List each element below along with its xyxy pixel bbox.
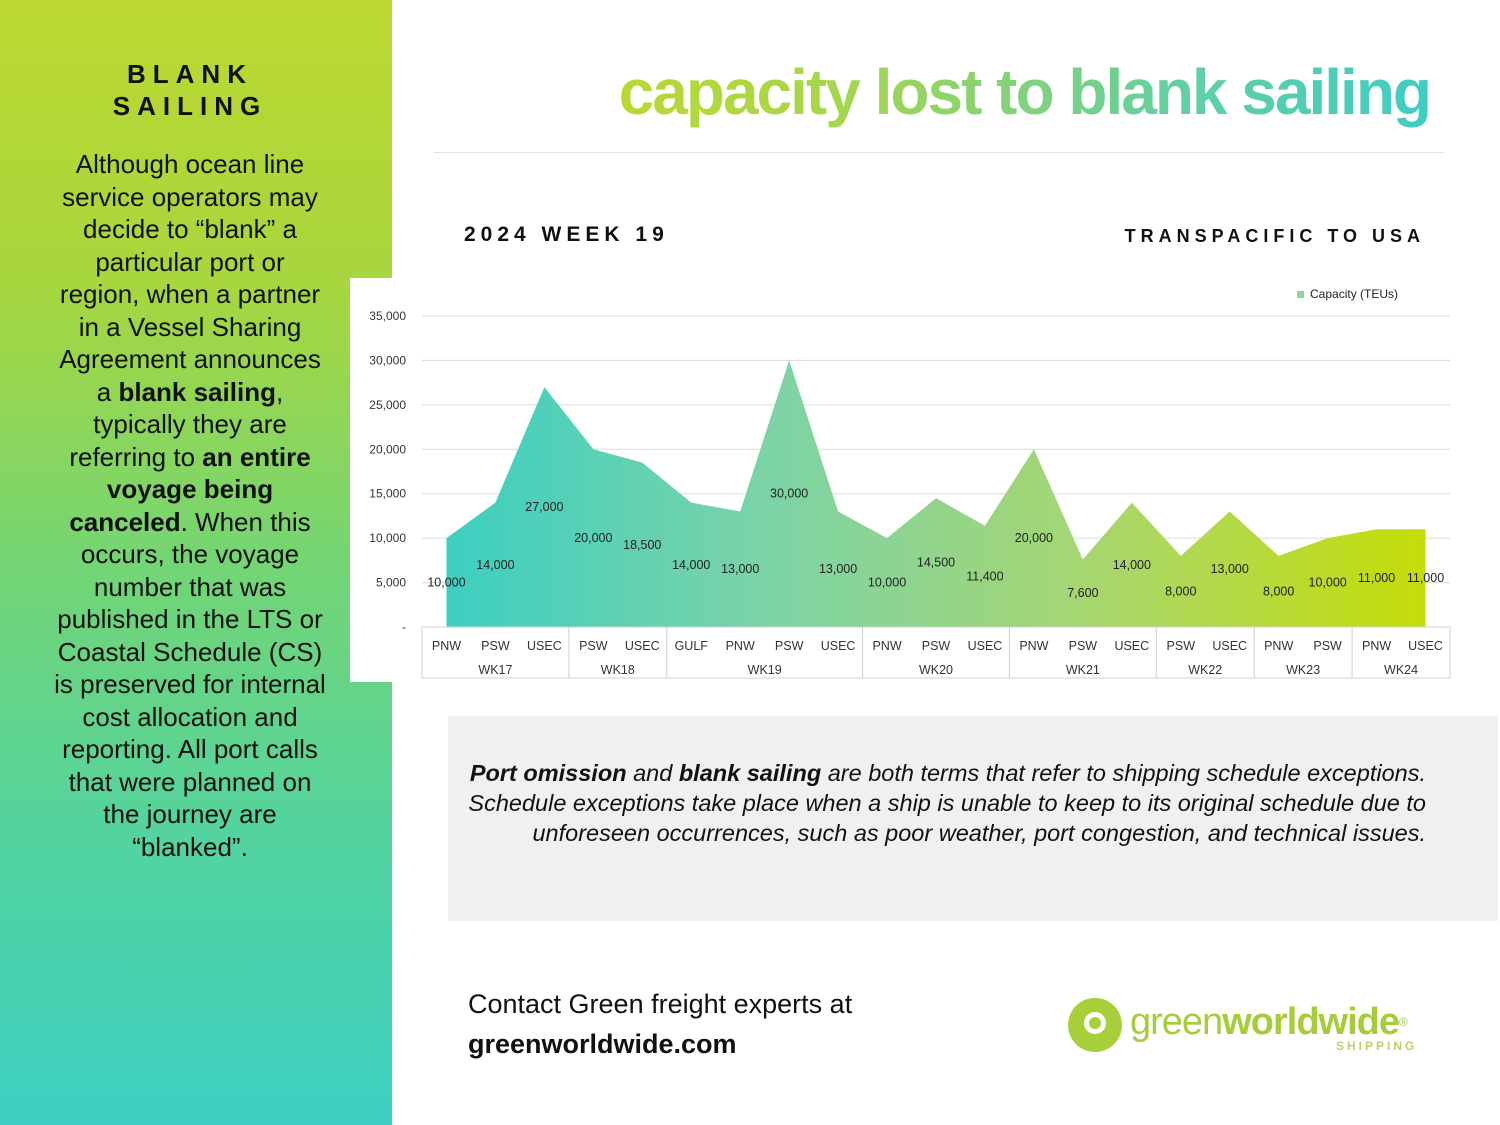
sidebar-body-text-1: Although ocean line service operators ma…	[59, 149, 321, 407]
x-tick-label: PNW	[1362, 639, 1391, 653]
x-tick-label: PSW	[922, 639, 951, 653]
logo-word-2: worldwide	[1222, 1001, 1400, 1043]
info-text-2: are both terms that refer to shipping sc…	[468, 760, 1426, 846]
x-tick-label: PSW	[775, 639, 804, 653]
group-label: WK23	[1286, 663, 1320, 677]
y-tick-label: 35,000	[369, 309, 406, 323]
data-label: 8,000	[1263, 584, 1294, 598]
y-tick-label: 25,000	[369, 398, 406, 412]
logo-mark-icon	[1068, 998, 1122, 1052]
data-label: 13,000	[819, 562, 857, 576]
data-label: 10,000	[427, 576, 465, 590]
data-label: 7,600	[1067, 586, 1098, 600]
group-label: WK17	[478, 663, 512, 677]
region-label: TRANSPACIFIC TO USA	[1124, 226, 1425, 246]
info-text-1: and	[626, 760, 679, 786]
x-tick-label: USEC	[1212, 639, 1247, 653]
data-label: 30,000	[770, 487, 808, 501]
contact-url-link[interactable]: greenworldwide.com	[468, 1029, 737, 1059]
x-tick-label: USEC	[1114, 639, 1149, 653]
logo-wordmark: greenworldwide®	[1130, 1001, 1408, 1043]
info-bold-1: Port omission	[469, 760, 627, 786]
y-tick-label: -	[402, 620, 406, 634]
info-bold-2: blank sailing	[678, 760, 822, 786]
x-tick-label: GULF	[675, 639, 709, 653]
sidebar-title-line1: BLANK	[127, 59, 253, 89]
data-label: 11,000	[1358, 571, 1395, 585]
logo-subtitle: SHIPPING	[1336, 1039, 1418, 1053]
x-tick-label: PNW	[1019, 639, 1048, 653]
title-divider	[434, 152, 1444, 153]
info-text: Port omission and blank sailing are both…	[448, 758, 1426, 848]
data-label: 14,000	[1113, 558, 1151, 572]
x-tick-label: USEC	[527, 639, 562, 653]
sidebar-body-text-2: , typically they are referring to	[69, 376, 287, 472]
data-label: 13,000	[1211, 562, 1249, 576]
contact-block: Contact Green freight experts at greenwo…	[468, 984, 852, 1064]
y-tick-label: 5,000	[376, 576, 406, 590]
x-tick-label: USEC	[968, 639, 1003, 653]
data-label: 20,000	[574, 531, 612, 545]
data-label: 14,500	[917, 556, 955, 570]
x-tick-label: PSW	[481, 639, 510, 653]
x-tick-label: PNW	[872, 639, 901, 653]
x-tick-label: PSW	[579, 639, 608, 653]
data-label: 14,000	[672, 558, 710, 572]
x-tick-label: USEC	[1408, 639, 1443, 653]
data-label: 13,000	[721, 562, 759, 576]
logo-word-1: green	[1130, 1001, 1223, 1043]
data-label: 11,000	[1407, 571, 1444, 585]
y-tick-label: 30,000	[369, 353, 406, 367]
data-label: 20,000	[1015, 531, 1053, 545]
sidebar-body-text-3: . When this occurs, the voyage number th…	[54, 506, 326, 862]
group-label: WK18	[601, 663, 635, 677]
y-tick-label: 20,000	[369, 442, 406, 456]
x-tick-label: PNW	[1264, 639, 1293, 653]
data-label: 10,000	[868, 576, 906, 590]
group-label: WK19	[748, 663, 782, 677]
logo-registered: ®	[1399, 1015, 1408, 1029]
sidebar-title: BLANK SAILING	[0, 58, 380, 122]
company-logo: greenworldwide® SHIPPING	[1068, 996, 1448, 1056]
info-box	[448, 716, 1498, 921]
group-label: WK24	[1384, 663, 1418, 677]
x-tick-label: PNW	[432, 639, 461, 653]
x-tick-label: USEC	[625, 639, 660, 653]
data-label: 11,400	[966, 569, 1003, 583]
legend-swatch	[1297, 291, 1304, 298]
data-label: 18,500	[623, 538, 661, 552]
data-label: 8,000	[1165, 584, 1196, 598]
data-label: 10,000	[1309, 576, 1347, 590]
sidebar-body-bold-2: an entire voyage being canceled	[69, 441, 311, 537]
group-label: WK22	[1188, 663, 1222, 677]
legend-label: Capacity (TEUs)	[1310, 287, 1398, 301]
area-series-capacity	[446, 360, 1426, 627]
x-tick-label: USEC	[821, 639, 856, 653]
group-label: WK20	[919, 663, 953, 677]
x-tick-label: PSW	[1069, 639, 1098, 653]
page-title: capacity lost to blank sailing	[430, 52, 1432, 132]
data-label: 14,000	[476, 558, 514, 572]
sidebar-title-line2: SAILING	[112, 91, 268, 121]
sidebar-body-bold-1: blank sailing	[118, 376, 276, 407]
data-label: 27,000	[525, 500, 563, 514]
sidebar-body: Although ocean line service operators ma…	[52, 148, 328, 863]
week-label: 2024 WEEK 19	[464, 223, 669, 246]
x-tick-label: PSW	[1167, 639, 1196, 653]
contact-line: Contact Green freight experts at	[468, 989, 853, 1019]
x-tick-label: PSW	[1313, 639, 1342, 653]
group-label: WK21	[1066, 663, 1100, 677]
y-tick-label: 10,000	[369, 531, 406, 545]
y-tick-label: 15,000	[369, 487, 406, 501]
sidebar: BLANK SAILING Although ocean line servic…	[0, 0, 392, 1125]
x-tick-label: PNW	[726, 639, 755, 653]
